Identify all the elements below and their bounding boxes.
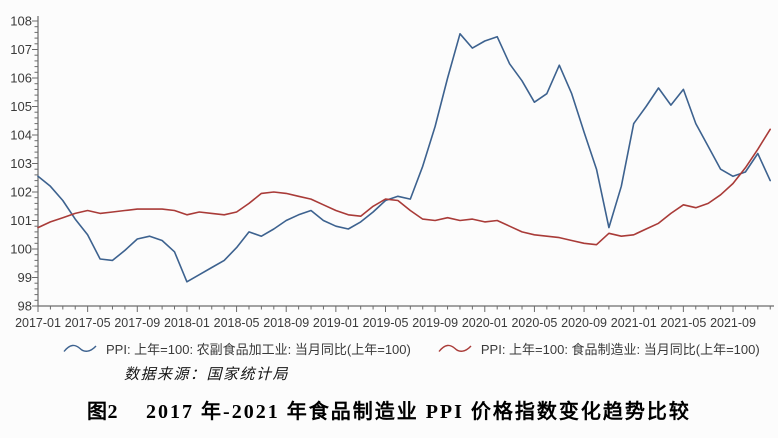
wave-line-icon-blue	[63, 344, 97, 352]
x-tick-label: 2017-09	[114, 316, 160, 330]
y-tick-label: 108	[10, 14, 32, 29]
x-tick-label: 2018-01	[164, 316, 210, 330]
x-tick-label: 2019-05	[363, 316, 409, 330]
series-line-agri-food-processing	[37, 32, 772, 283]
y-tick-label: 99	[18, 270, 32, 285]
x-tick-label: 2021-01	[611, 316, 657, 330]
y-tick-label: 98	[18, 299, 32, 314]
legend-item-food-manufacturing: PPI: 上年=100: 食品制造业: 当月同比(上年=100)	[437, 339, 760, 358]
figure-caption-tag: 图2	[87, 401, 119, 423]
legend-item-agri-food-processing: PPI: 上年=100: 农副食品加工业: 当月同比(上年=100)	[62, 339, 411, 358]
x-tick-label: 2019-09	[412, 316, 458, 330]
legend-label-agri-food-processing: PPI: 上年=100: 农副食品加工业: 当月同比(上年=100)	[106, 342, 411, 357]
y-tick-label: 103	[10, 156, 32, 171]
y-tick-label: 106	[10, 71, 32, 86]
y-tick-label: 100	[10, 242, 32, 257]
x-tick-label: 2018-09	[263, 316, 309, 330]
series-line-food-manufacturing	[37, 128, 772, 246]
data-source-note: 数据来源：国家统计局	[124, 367, 290, 383]
figure-caption-title: 2017 年-2021 年食品制造业 PPI 价格指数变化趋势比较	[146, 401, 691, 423]
y-tick-label: 107	[10, 42, 32, 57]
figure-caption: 图2 2017 年-2021 年食品制造业 PPI 价格指数变化趋势比较	[0, 395, 778, 424]
legend-label-food-manufacturing: PPI: 上年=100: 食品制造业: 当月同比(上年=100)	[480, 342, 760, 357]
y-tick-label: 102	[10, 185, 32, 200]
x-tick-label: 2020-05	[511, 316, 557, 330]
y-tick-label: 104	[10, 128, 32, 143]
ppi-line-chart: 98 99 100 101 102 103 104 105 106 107 108 2017-01 20…	[10, 14, 774, 330]
x-tick-label: 2021-09	[710, 316, 756, 330]
x-tick-label: 2017-05	[65, 316, 111, 330]
x-tick-label: 2021-05	[660, 316, 706, 330]
x-tick-label: 2019-01	[313, 316, 359, 330]
y-tick-label: 101	[10, 213, 32, 228]
x-tick-label: 2017-01	[15, 316, 61, 330]
x-tick-label: 2018-05	[214, 316, 260, 330]
wave-line-icon-red	[438, 344, 472, 352]
x-tick-label: 2020-09	[561, 316, 607, 330]
chart-legend: PPI: 上年=100: 农副食品加工业: 当月同比(上年=100) PPI: …	[62, 339, 760, 358]
x-tick-label: 2020-01	[462, 316, 508, 330]
y-tick-label: 105	[10, 99, 32, 114]
